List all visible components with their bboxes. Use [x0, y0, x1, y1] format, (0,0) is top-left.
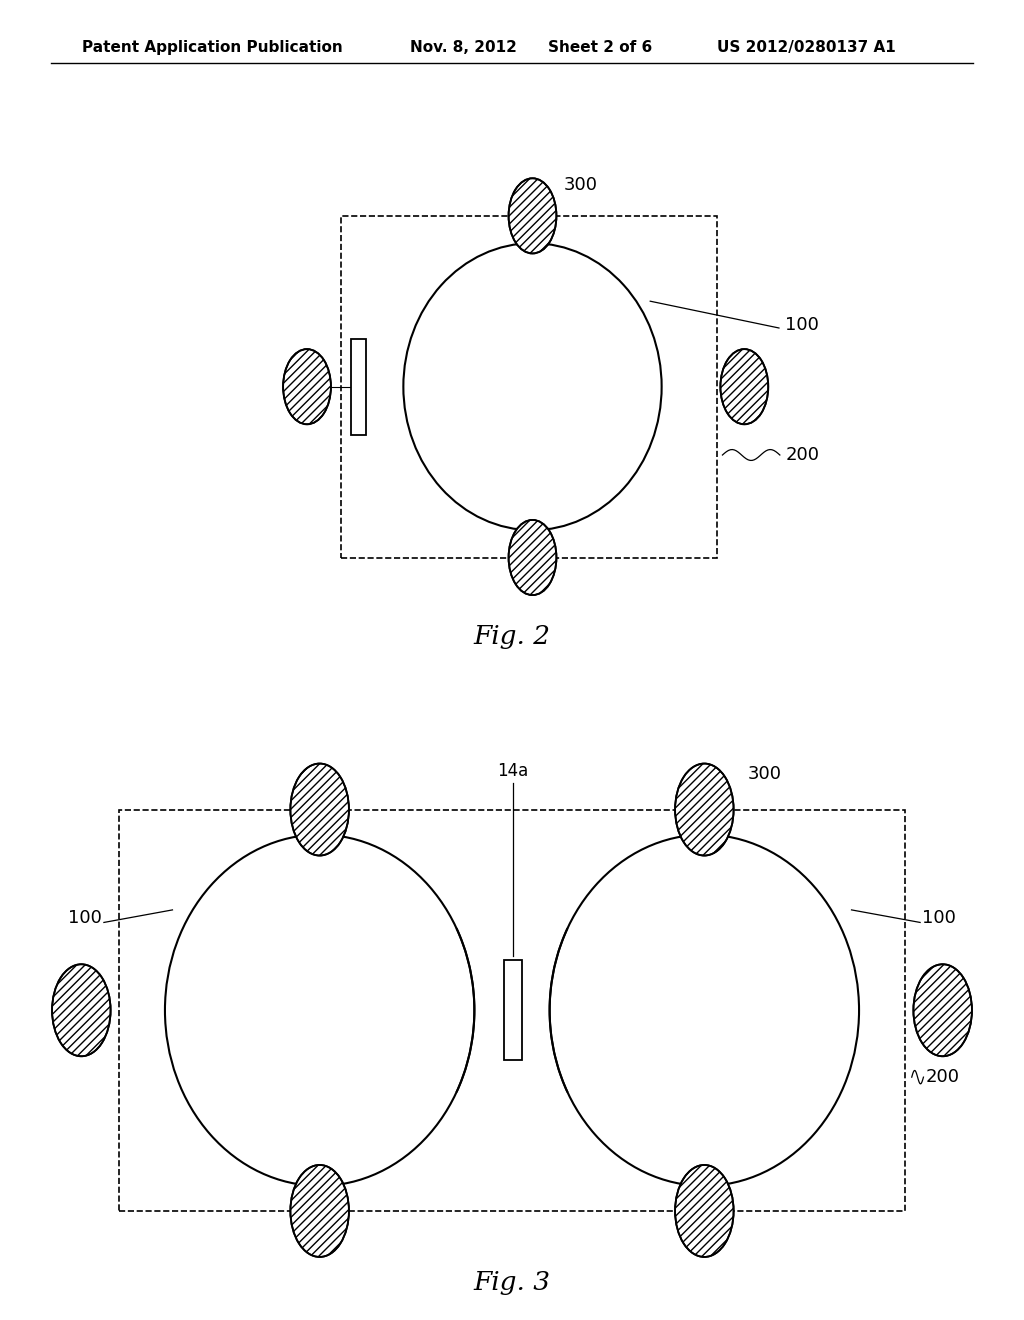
Text: 200: 200: [926, 1068, 959, 1086]
Text: 100: 100: [69, 909, 102, 927]
Ellipse shape: [675, 1166, 733, 1257]
Ellipse shape: [52, 964, 111, 1056]
Text: 14a: 14a: [498, 762, 528, 780]
Text: Patent Application Publication: Patent Application Publication: [82, 40, 343, 55]
Text: Nov. 8, 2012: Nov. 8, 2012: [410, 40, 516, 55]
Ellipse shape: [509, 178, 556, 253]
Text: Fig. 2: Fig. 2: [473, 623, 551, 648]
Bar: [119, 809, 905, 1210]
Text: 300: 300: [748, 766, 782, 784]
Ellipse shape: [165, 834, 474, 1185]
Ellipse shape: [291, 1166, 349, 1257]
Ellipse shape: [550, 834, 859, 1185]
Text: Sheet 2 of 6: Sheet 2 of 6: [548, 40, 652, 55]
Bar: [341, 216, 717, 557]
Bar: [504, 960, 522, 1060]
Text: 300: 300: [563, 176, 597, 194]
Ellipse shape: [675, 763, 733, 855]
Text: 100: 100: [785, 317, 819, 334]
Text: US 2012/0280137 A1: US 2012/0280137 A1: [717, 40, 896, 55]
Ellipse shape: [291, 763, 349, 855]
Ellipse shape: [403, 243, 662, 531]
Ellipse shape: [913, 964, 972, 1056]
Ellipse shape: [721, 348, 768, 424]
Text: 200: 200: [785, 446, 819, 465]
Text: 100: 100: [922, 909, 955, 927]
Text: Fig. 3: Fig. 3: [473, 1270, 551, 1295]
Text: 14a: 14a: [283, 378, 313, 396]
Ellipse shape: [509, 520, 556, 595]
Bar: [351, 339, 367, 434]
Ellipse shape: [283, 348, 331, 424]
